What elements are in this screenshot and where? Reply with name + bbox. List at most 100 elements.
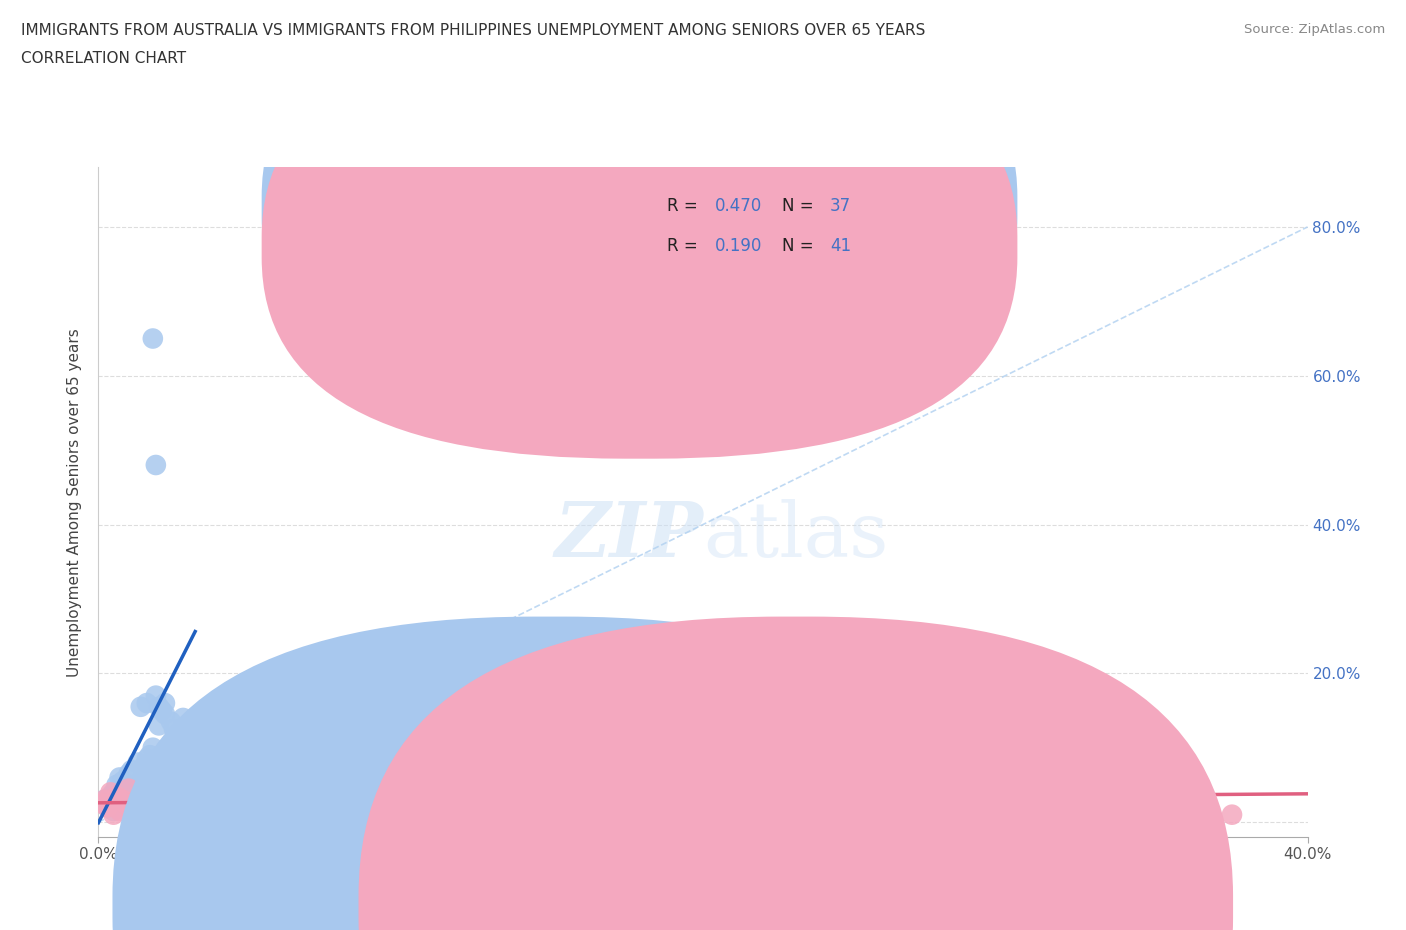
- Point: [114, 781, 136, 796]
- Point: [111, 789, 134, 804]
- Point: [163, 796, 186, 811]
- Point: [145, 688, 167, 703]
- Point: [118, 766, 141, 781]
- Point: [783, 804, 806, 818]
- Point: [108, 792, 131, 807]
- Text: Immigrants from Australia: Immigrants from Australia: [572, 899, 773, 914]
- Text: R =: R =: [666, 197, 703, 215]
- Point: [129, 699, 152, 714]
- Text: Source: ZipAtlas.com: Source: ZipAtlas.com: [1244, 23, 1385, 36]
- Point: [153, 696, 176, 711]
- Point: [150, 703, 173, 718]
- Point: [108, 770, 131, 785]
- Point: [142, 740, 165, 755]
- Point: [100, 789, 122, 804]
- Point: [96, 800, 118, 815]
- Point: [163, 722, 186, 737]
- Point: [662, 804, 685, 818]
- Point: [420, 804, 443, 818]
- Point: [172, 711, 194, 725]
- Point: [160, 714, 183, 729]
- Point: [148, 699, 170, 714]
- Point: [723, 807, 745, 822]
- Point: [142, 785, 165, 800]
- Point: [1175, 804, 1198, 818]
- Text: atlas: atlas: [703, 498, 889, 573]
- FancyBboxPatch shape: [262, 0, 1018, 418]
- Text: N =: N =: [782, 237, 818, 256]
- Point: [858, 673, 880, 688]
- Point: [90, 796, 112, 811]
- Point: [179, 800, 201, 815]
- Point: [129, 789, 152, 804]
- Point: [105, 777, 128, 792]
- Point: [153, 707, 176, 722]
- Point: [1085, 807, 1108, 822]
- Point: [602, 800, 624, 815]
- FancyBboxPatch shape: [262, 35, 1018, 458]
- Point: [121, 763, 143, 777]
- Point: [481, 804, 503, 818]
- Point: [889, 777, 911, 792]
- Point: [540, 792, 562, 807]
- Point: [111, 792, 134, 807]
- Point: [934, 684, 956, 699]
- Point: [132, 759, 155, 774]
- Text: IMMIGRANTS FROM AUSTRALIA VS IMMIGRANTS FROM PHILIPPINES UNEMPLOYMENT AMONG SENI: IMMIGRANTS FROM AUSTRALIA VS IMMIGRANTS …: [21, 23, 925, 38]
- Point: [1220, 807, 1243, 822]
- Point: [127, 755, 149, 770]
- Point: [239, 792, 262, 807]
- Point: [329, 804, 352, 818]
- Point: [124, 781, 146, 796]
- Point: [208, 789, 231, 804]
- Text: 30.0%: 30.0%: [981, 874, 1029, 889]
- Point: [96, 800, 118, 815]
- Point: [360, 800, 382, 815]
- Text: CORRELATION CHART: CORRELATION CHART: [21, 51, 186, 66]
- Point: [844, 807, 866, 822]
- Point: [142, 331, 165, 346]
- Text: 10.0%: 10.0%: [377, 874, 425, 889]
- Point: [145, 458, 167, 472]
- Point: [118, 781, 141, 796]
- Point: [93, 792, 115, 807]
- Point: [105, 789, 128, 804]
- Point: [103, 785, 125, 800]
- Point: [100, 785, 122, 800]
- Point: [934, 800, 956, 815]
- Point: [135, 751, 157, 766]
- Text: 41: 41: [830, 237, 851, 256]
- Point: [100, 796, 122, 811]
- Point: [169, 729, 191, 744]
- Point: [111, 774, 134, 789]
- Text: R =: R =: [666, 237, 703, 256]
- Y-axis label: Unemployment Among Seniors over 65 years: Unemployment Among Seniors over 65 years: [67, 328, 83, 677]
- Point: [994, 804, 1017, 818]
- Point: [269, 796, 291, 811]
- Text: Immigrants from Philippines: Immigrants from Philippines: [818, 899, 1033, 914]
- Point: [135, 696, 157, 711]
- Point: [114, 796, 136, 811]
- Text: ZIP: ZIP: [554, 498, 703, 573]
- Point: [389, 800, 412, 815]
- Point: [139, 748, 162, 763]
- Point: [193, 796, 215, 811]
- Point: [129, 774, 152, 789]
- Point: [103, 804, 125, 818]
- Point: [118, 796, 141, 811]
- Text: 37: 37: [830, 197, 851, 215]
- FancyBboxPatch shape: [600, 171, 987, 288]
- Text: N =: N =: [782, 197, 818, 215]
- Text: 20.0%: 20.0%: [679, 874, 727, 889]
- Point: [148, 792, 170, 807]
- Point: [299, 800, 322, 815]
- Text: 0.470: 0.470: [716, 197, 762, 215]
- Point: [135, 804, 157, 818]
- Text: 0.190: 0.190: [716, 237, 762, 256]
- Point: [108, 804, 131, 818]
- Point: [124, 800, 146, 815]
- Point: [1130, 811, 1153, 826]
- Point: [1039, 811, 1062, 826]
- Point: [103, 807, 125, 822]
- Point: [93, 792, 115, 807]
